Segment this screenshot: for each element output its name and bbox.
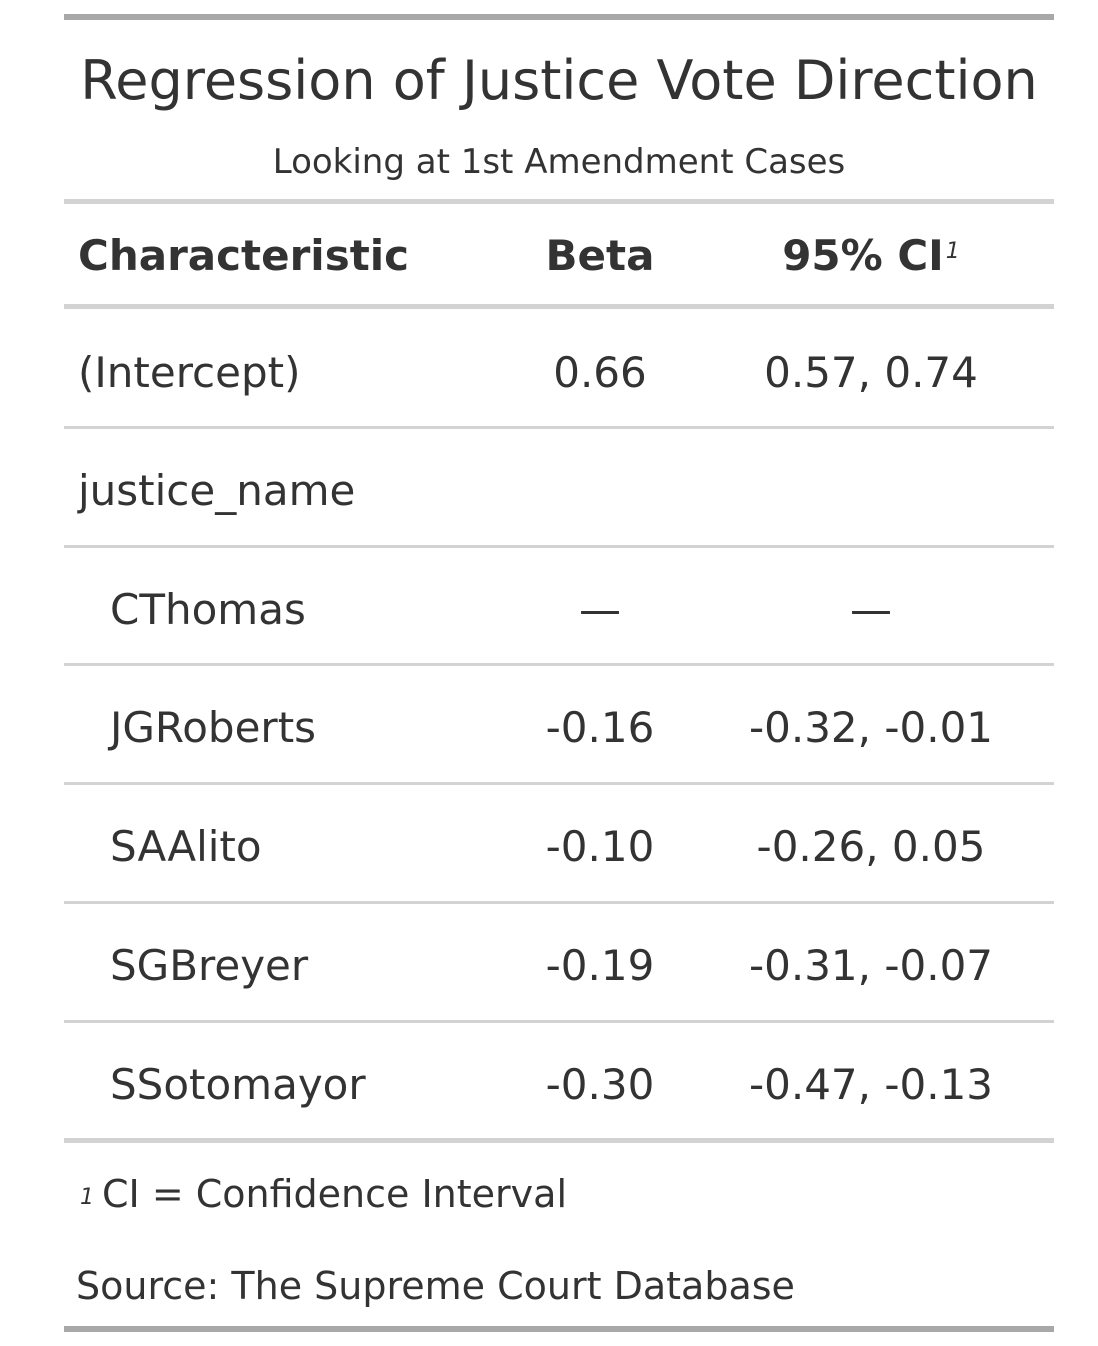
footnote: 1 CI = Confidence Interval [80, 1168, 567, 1220]
table-subtitle: Looking at 1st Amendment Cases [64, 140, 1054, 184]
row-ci-jgroberts: -0.32, -0.01 [724, 700, 1018, 756]
column-header-ci-label: 95% CI [782, 231, 944, 280]
row-label-cthomas: CThomas [110, 582, 306, 638]
row-ci-intercept: 0.57, 0.74 [724, 345, 1018, 401]
row-beta-jgroberts: -0.16 [494, 700, 706, 756]
bottom-rule [64, 1326, 1054, 1332]
row-label-justice-name: justice_name [78, 463, 355, 519]
row-label-saalito: SAAlito [110, 819, 262, 875]
column-header-characteristic: Characteristic [78, 228, 409, 284]
ci-footnote-mark: 1 [946, 239, 960, 264]
row-divider [64, 1020, 1054, 1023]
footnote-text: CI = Confidence Interval [102, 1172, 567, 1216]
column-header-ci: 95% CI1 [724, 228, 1018, 284]
row-label-jgroberts: JGRoberts [110, 700, 316, 756]
row-label-intercept: (Intercept) [78, 345, 301, 401]
row-ci-ssotomayor: -0.47, -0.13 [724, 1057, 1018, 1113]
heading-rule [64, 199, 1054, 204]
row-divider [64, 663, 1054, 666]
column-header-rule [64, 304, 1054, 309]
row-divider [64, 426, 1054, 429]
row-label-ssotomayor: SSotomayor [110, 1057, 366, 1113]
row-beta-intercept: 0.66 [494, 345, 706, 401]
source-note: Source: The Supreme Court Database [76, 1260, 795, 1312]
row-ci-cthomas: — [724, 582, 1018, 638]
column-header-beta: Beta [494, 228, 706, 284]
top-rule [64, 14, 1054, 20]
row-label-sgbreyer: SGBreyer [110, 938, 308, 994]
row-divider [64, 782, 1054, 785]
row-ci-sgbreyer: -0.31, -0.07 [724, 938, 1018, 994]
regression-table: Regression of Justice Vote Direction Loo… [64, 0, 1054, 1346]
row-beta-sgbreyer: -0.19 [494, 938, 706, 994]
row-beta-ssotomayor: -0.30 [494, 1057, 706, 1113]
row-beta-cthomas: — [494, 582, 706, 638]
row-divider [64, 901, 1054, 904]
row-divider [64, 545, 1054, 548]
table-title: Regression of Justice Vote Direction [64, 46, 1054, 116]
row-ci-saalito: -0.26, 0.05 [724, 819, 1018, 875]
row-beta-saalito: -0.10 [494, 819, 706, 875]
table-body-bottom-rule [64, 1138, 1054, 1143]
footnote-mark: 1 [80, 1185, 94, 1210]
